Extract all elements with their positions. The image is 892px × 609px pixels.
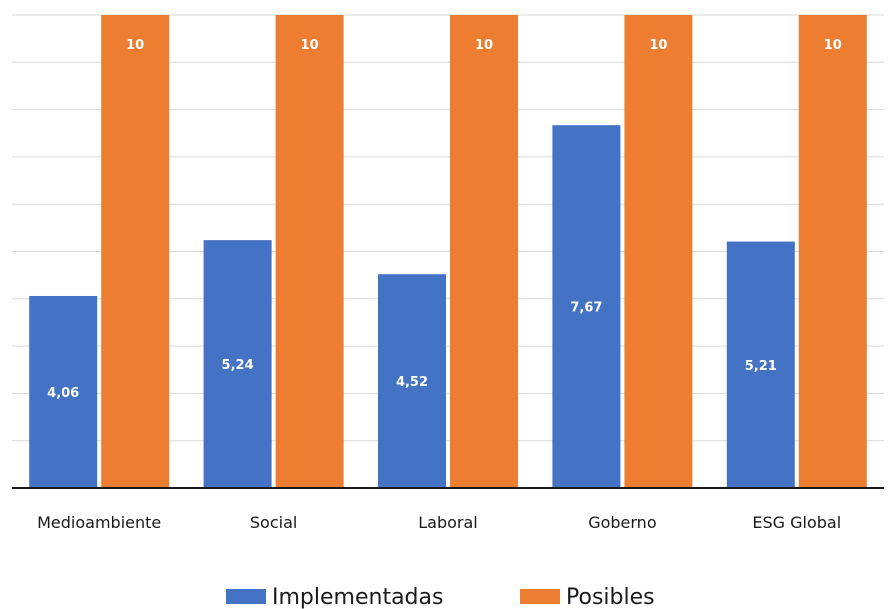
- category-label: Social: [250, 513, 297, 532]
- category-label: Laboral: [418, 513, 478, 532]
- legend-swatch-implementadas: [226, 589, 266, 604]
- bar-implementadas: [378, 274, 446, 488]
- data-label-posibles: 10: [475, 38, 493, 53]
- bar-posibles: [101, 15, 170, 488]
- data-label-implementadas: 5,21: [745, 359, 777, 374]
- data-label-posibles: 10: [126, 38, 144, 53]
- legend: Implementadas Posibles: [226, 585, 655, 609]
- bar-implementadas: [552, 125, 621, 489]
- bar-implementadas: [29, 295, 98, 488]
- category-label: ESG Global: [752, 513, 841, 532]
- data-label-posibles: 10: [301, 38, 319, 53]
- bar-implementadas: [203, 240, 272, 488]
- bars: [29, 15, 867, 489]
- bar-posibles: [624, 15, 693, 488]
- legend-swatch-posibles: [520, 589, 560, 604]
- data-label-implementadas: 4,52: [396, 375, 428, 390]
- bar-posibles: [450, 15, 518, 488]
- category-label: Medioambiente: [37, 513, 161, 532]
- data-label-implementadas: 4,06: [47, 386, 79, 401]
- data-label-posibles: 10: [824, 38, 842, 53]
- category-label: Goberno: [588, 513, 656, 532]
- data-labels: 4,06 10 5,24 10 4,52 10 7,67 10 5,21 10: [47, 38, 842, 401]
- bar-posibles: [798, 15, 867, 488]
- data-label-posibles: 10: [649, 38, 667, 53]
- legend-label-implementadas: Implementadas: [272, 585, 443, 609]
- data-label-implementadas: 5,24: [222, 358, 254, 373]
- category-labels: Medioambiente Social Laboral Goberno ESG Glo…: [37, 513, 841, 532]
- bar-posibles: [275, 15, 344, 488]
- bar-implementadas: [726, 241, 795, 488]
- legend-label-posibles: Posibles: [566, 585, 655, 609]
- data-label-implementadas: 7,67: [570, 301, 602, 316]
